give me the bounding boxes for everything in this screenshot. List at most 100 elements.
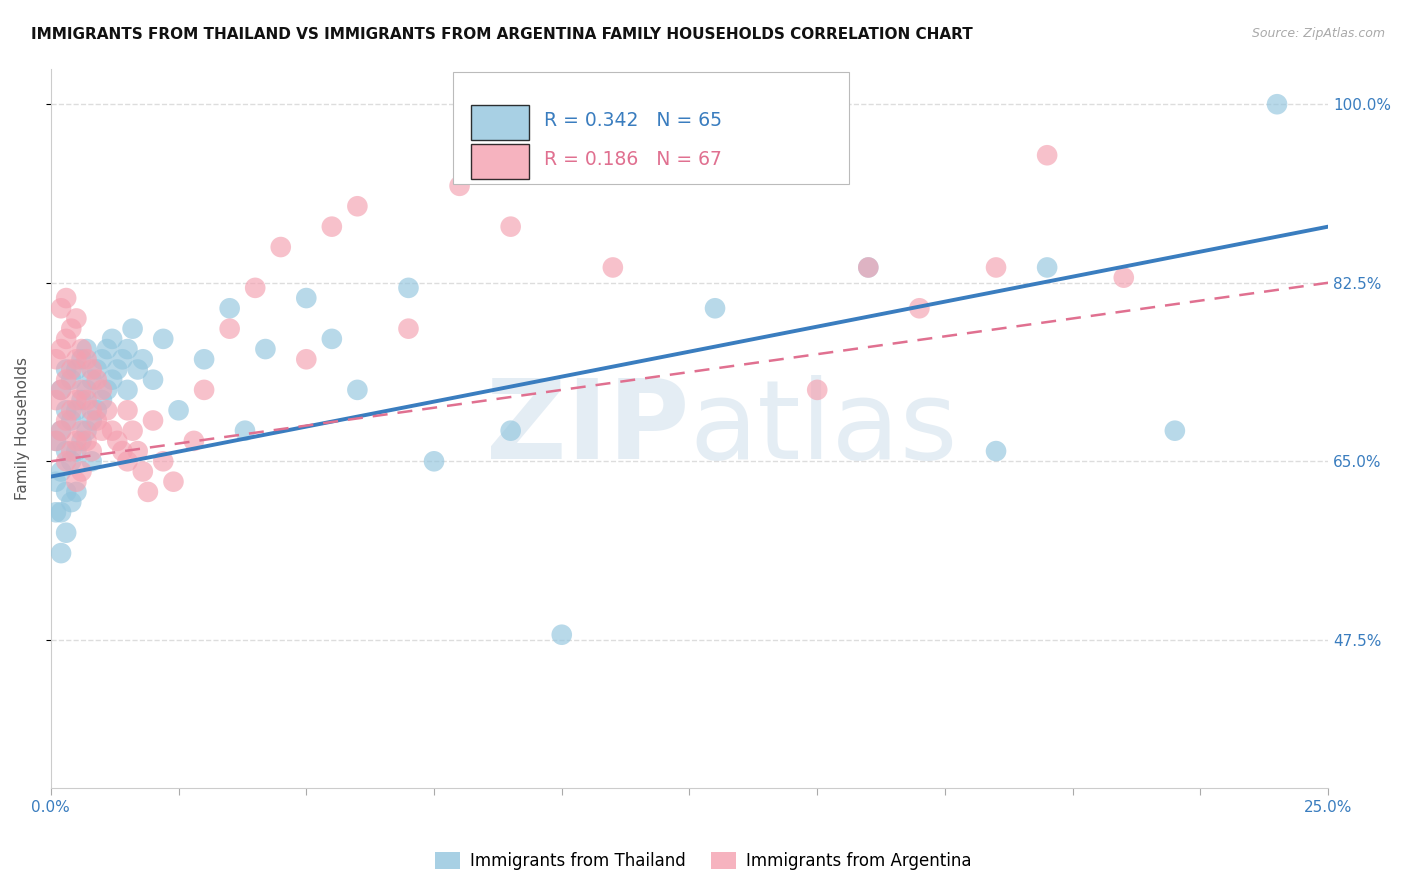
Point: [60, 373, 83, 387]
Point: [55, 403, 77, 417]
Point: [1164, 424, 1187, 438]
Legend: Immigrants from Thailand, Immigrants from Argentina: Immigrants from Thailand, Immigrants fro…: [429, 845, 977, 877]
Point: [65, 393, 87, 408]
Point: [86, 373, 108, 387]
Point: [60, 454, 83, 468]
Point: [1036, 260, 1059, 275]
Point: [76, 352, 98, 367]
Point: [127, 444, 149, 458]
Point: [704, 301, 727, 316]
Point: [117, 454, 139, 468]
Point: [96, 342, 118, 356]
Point: [132, 465, 155, 479]
Point: [90, 393, 112, 408]
Point: [55, 525, 77, 540]
Point: [1112, 270, 1135, 285]
Point: [70, 383, 93, 397]
Point: [55, 332, 77, 346]
Point: [80, 444, 103, 458]
Point: [152, 332, 174, 346]
Point: [60, 362, 83, 376]
Point: [270, 240, 292, 254]
Point: [111, 352, 134, 367]
Point: [117, 403, 139, 417]
Point: [127, 362, 149, 376]
Point: [218, 301, 240, 316]
Point: [245, 281, 267, 295]
Point: [984, 260, 1007, 275]
Point: [65, 444, 87, 458]
Point: [86, 403, 108, 417]
Point: [499, 424, 522, 438]
Point: [49, 342, 72, 356]
Point: [70, 465, 93, 479]
Point: [49, 546, 72, 560]
Point: [90, 352, 112, 367]
Point: [55, 444, 77, 458]
Point: [193, 352, 215, 367]
Point: [423, 454, 446, 468]
Text: Source: ZipAtlas.com: Source: ZipAtlas.com: [1251, 27, 1385, 40]
Point: [86, 413, 108, 427]
Point: [321, 219, 343, 234]
Point: [499, 219, 522, 234]
Point: [105, 362, 128, 376]
Point: [295, 352, 318, 367]
Point: [96, 383, 118, 397]
Point: [321, 332, 343, 346]
Point: [49, 301, 72, 316]
FancyBboxPatch shape: [471, 105, 529, 139]
Point: [90, 424, 112, 438]
Point: [80, 454, 103, 468]
Point: [80, 413, 103, 427]
Point: [101, 373, 124, 387]
Text: ZIP: ZIP: [486, 375, 689, 482]
Point: [162, 475, 184, 489]
Point: [60, 403, 83, 417]
Point: [80, 362, 103, 376]
Text: R = 0.186   N = 67: R = 0.186 N = 67: [544, 150, 721, 169]
Point: [295, 291, 318, 305]
Point: [70, 352, 93, 367]
Point: [49, 424, 72, 438]
Point: [86, 362, 108, 376]
Point: [55, 484, 77, 499]
Point: [1265, 97, 1288, 112]
Point: [65, 311, 87, 326]
Point: [105, 434, 128, 448]
Point: [142, 413, 165, 427]
Point: [55, 413, 77, 427]
Point: [45, 434, 67, 448]
Point: [142, 373, 165, 387]
Point: [704, 158, 727, 172]
Point: [76, 424, 98, 438]
Point: [45, 505, 67, 519]
Point: [65, 434, 87, 448]
Point: [117, 383, 139, 397]
Point: [76, 383, 98, 397]
Point: [121, 321, 143, 335]
Point: [398, 321, 420, 335]
Point: [55, 362, 77, 376]
Point: [132, 352, 155, 367]
Point: [96, 403, 118, 417]
Point: [90, 383, 112, 397]
Point: [218, 321, 240, 335]
Point: [65, 475, 87, 489]
Point: [60, 444, 83, 458]
Point: [984, 444, 1007, 458]
Point: [65, 362, 87, 376]
Point: [70, 393, 93, 408]
Point: [55, 454, 77, 468]
Point: [117, 342, 139, 356]
Point: [858, 260, 880, 275]
Point: [76, 393, 98, 408]
Point: [60, 413, 83, 427]
Point: [183, 434, 205, 448]
Point: [233, 424, 256, 438]
Y-axis label: Family Households: Family Households: [15, 357, 30, 500]
FancyBboxPatch shape: [453, 72, 849, 184]
Point: [551, 628, 574, 642]
Point: [60, 495, 83, 509]
Point: [346, 383, 368, 397]
